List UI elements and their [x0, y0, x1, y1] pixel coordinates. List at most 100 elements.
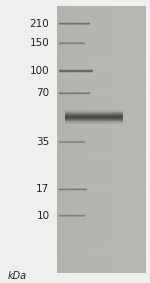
Bar [81, 6, 83, 273]
Bar [59, 6, 60, 273]
Bar [88, 110, 90, 124]
Bar [65, 6, 66, 273]
Bar [121, 110, 123, 124]
Bar [64, 115, 123, 116]
Bar [64, 118, 123, 119]
Bar [137, 6, 138, 273]
Bar [64, 117, 123, 118]
Bar [119, 6, 120, 273]
Bar [57, 37, 146, 41]
Bar [93, 6, 95, 273]
Bar [64, 112, 123, 113]
Bar [79, 6, 80, 273]
Bar [57, 219, 146, 224]
Bar [86, 110, 88, 124]
Bar [67, 6, 68, 273]
Bar [106, 6, 107, 273]
Bar [138, 6, 139, 273]
Bar [57, 28, 146, 32]
Bar [57, 10, 146, 14]
Bar [136, 6, 137, 273]
Bar [84, 6, 85, 273]
Text: 70: 70 [36, 88, 50, 98]
Bar [119, 110, 121, 124]
Bar [107, 110, 109, 124]
Bar [76, 110, 78, 124]
Bar [64, 111, 123, 112]
Bar [57, 41, 146, 46]
Bar [58, 6, 59, 273]
Bar [57, 188, 146, 193]
Bar [57, 224, 146, 228]
Bar [57, 170, 146, 175]
Text: 35: 35 [36, 137, 50, 147]
Bar [110, 6, 111, 273]
Text: 17: 17 [36, 184, 50, 194]
Bar [64, 110, 123, 111]
Bar [57, 117, 146, 121]
Bar [57, 113, 146, 117]
Bar [141, 6, 142, 273]
Bar [102, 6, 104, 273]
Bar [57, 72, 146, 77]
Bar [127, 6, 128, 273]
Bar [57, 46, 146, 50]
Bar [97, 6, 98, 273]
Bar [74, 110, 76, 124]
Bar [70, 6, 71, 273]
Bar [133, 6, 134, 273]
Bar [57, 50, 146, 55]
Bar [91, 6, 92, 273]
Bar [57, 201, 146, 206]
Bar [57, 242, 146, 246]
Bar [98, 6, 99, 273]
Bar [112, 6, 113, 273]
Bar [71, 6, 72, 273]
Bar [80, 6, 81, 273]
Bar [57, 184, 146, 188]
Bar [132, 6, 133, 273]
Bar [95, 6, 96, 273]
Bar [57, 233, 146, 237]
Text: 10: 10 [36, 211, 50, 221]
Bar [134, 6, 136, 273]
Bar [57, 215, 146, 219]
Bar [57, 6, 146, 273]
Text: 100: 100 [30, 66, 50, 76]
Bar [96, 6, 97, 273]
Bar [64, 110, 66, 124]
Bar [64, 121, 123, 122]
Bar [111, 110, 113, 124]
Bar [57, 6, 146, 10]
Bar [129, 6, 130, 273]
Bar [84, 110, 86, 124]
Bar [100, 6, 101, 273]
Text: 150: 150 [30, 38, 50, 48]
Bar [64, 123, 123, 124]
Bar [76, 6, 77, 273]
Bar [64, 120, 123, 121]
Bar [143, 6, 144, 273]
Bar [101, 6, 102, 273]
Bar [72, 6, 74, 273]
Bar [108, 6, 109, 273]
Bar [82, 6, 84, 273]
Bar [64, 113, 123, 114]
Bar [90, 110, 92, 124]
Bar [57, 206, 146, 211]
Bar [102, 110, 104, 124]
Bar [57, 95, 146, 99]
Bar [57, 179, 146, 184]
Bar [99, 6, 100, 273]
Bar [68, 6, 69, 273]
Bar [140, 6, 141, 273]
Bar [57, 260, 146, 264]
Bar [57, 193, 146, 197]
Bar [126, 6, 127, 273]
Bar [57, 81, 146, 86]
Bar [57, 77, 146, 81]
Bar [57, 23, 146, 28]
Bar [100, 110, 102, 124]
Bar [57, 68, 146, 72]
Bar [57, 157, 146, 162]
